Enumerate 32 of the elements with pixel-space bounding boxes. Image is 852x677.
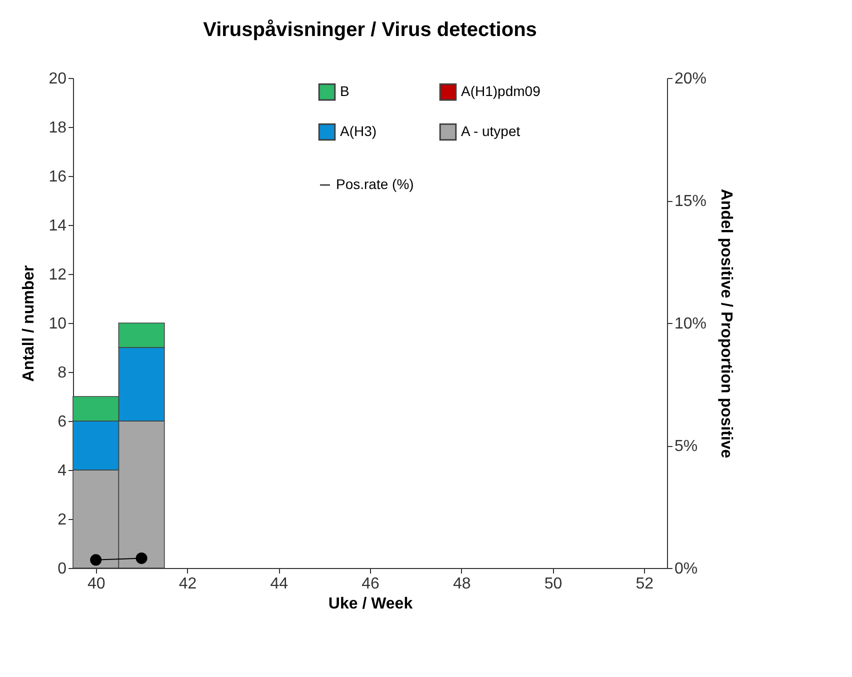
- x-tick-label: 52: [636, 576, 654, 592]
- x-tick-label: 46: [362, 576, 380, 592]
- x-tick-label: 44: [270, 576, 288, 592]
- y2-tick-label: 5%: [674, 438, 698, 455]
- y-tick-label: 18: [48, 120, 67, 136]
- chart-title: Viruspåvisninger / Virus detections: [203, 19, 537, 41]
- y-tick-label: 10: [48, 316, 67, 332]
- legend-label: Pos.rate (%): [336, 176, 414, 192]
- y-tick-label: 16: [48, 168, 67, 186]
- y-tick-label: 12: [48, 266, 67, 284]
- y2-tick-label: 10%: [674, 316, 707, 332]
- y-tick-label: 6: [58, 414, 67, 430]
- y2-axis-title: Andel positive / Proportion positive: [718, 188, 735, 458]
- y-tick-label: 0: [58, 560, 67, 578]
- y-tick-label: 4: [58, 462, 67, 480]
- x-axis-title: Uke / Week: [328, 596, 413, 612]
- y-tick-label: 20: [48, 70, 67, 88]
- legend-label: A(H1)pdm09: [461, 83, 541, 100]
- legend-label: A(H3): [340, 123, 377, 139]
- y2-tick-label: 0%: [674, 560, 698, 578]
- y-tick-label: 2: [58, 512, 67, 528]
- y2-tick-label: 20%: [674, 70, 707, 88]
- y-tick-label: 8: [58, 364, 67, 382]
- y-axis-title: Antall / number: [20, 265, 38, 382]
- legend-label: A - utypet: [461, 123, 520, 139]
- x-tick-label: 50: [544, 576, 562, 592]
- y-tick-label: 14: [48, 218, 67, 234]
- y2-tick-label: 15%: [674, 193, 707, 210]
- x-tick-label: 48: [452, 576, 471, 592]
- x-tick-label: 40: [87, 576, 106, 592]
- legend-label: B: [340, 83, 350, 100]
- x-tick-label: 42: [178, 576, 197, 592]
